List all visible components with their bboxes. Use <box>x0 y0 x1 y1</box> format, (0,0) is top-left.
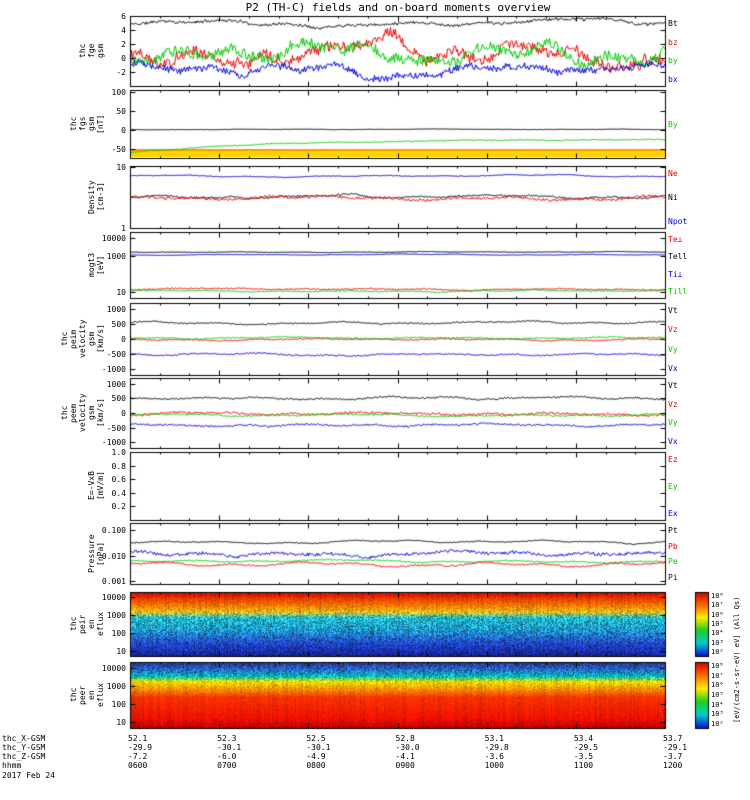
figure-title: P2 (TH-C) fields and on-board moments ov… <box>245 1 551 14</box>
date-label: 2017 Feb 24 <box>2 771 55 780</box>
